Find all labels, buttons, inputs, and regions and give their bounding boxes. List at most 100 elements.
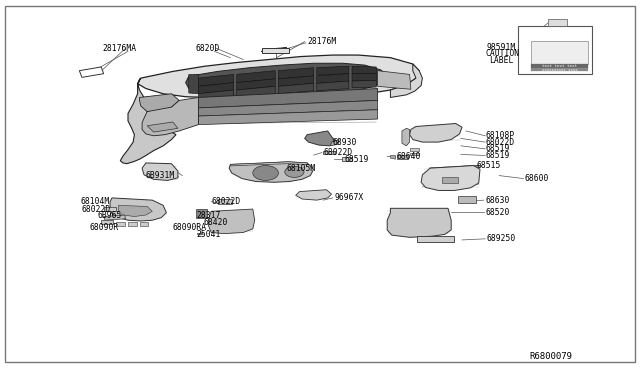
Bar (442, 177, 458, 183)
Polygon shape (79, 67, 104, 77)
Text: 68630: 68630 (485, 196, 509, 205)
Polygon shape (421, 166, 480, 190)
Text: 68108P: 68108P (485, 131, 515, 140)
Text: 28317: 28317 (196, 211, 221, 220)
Text: 68519: 68519 (485, 144, 509, 153)
Bar (417, 236, 454, 242)
Polygon shape (118, 205, 152, 217)
Polygon shape (209, 209, 255, 234)
Text: R6800079: R6800079 (529, 352, 572, 361)
Text: 68090RA: 68090RA (173, 223, 207, 232)
Polygon shape (278, 68, 314, 79)
Bar (262, 48, 289, 53)
Polygon shape (198, 110, 378, 125)
Polygon shape (317, 74, 349, 83)
Polygon shape (330, 140, 339, 146)
Polygon shape (317, 66, 349, 75)
Bar (104, 207, 116, 211)
Bar (101, 220, 113, 224)
Text: 68519: 68519 (344, 155, 369, 164)
Bar (548, 19, 567, 26)
Polygon shape (278, 76, 314, 86)
Polygon shape (186, 63, 387, 96)
Text: 6820D: 6820D (195, 44, 220, 53)
Text: 68420: 68420 (204, 218, 228, 227)
Text: 68515: 68515 (476, 161, 500, 170)
Text: 28176MA: 28176MA (102, 44, 136, 53)
Bar (218, 199, 232, 204)
Bar (518, 26, 592, 74)
Polygon shape (305, 131, 336, 146)
Polygon shape (229, 162, 314, 182)
Text: CAUTION: CAUTION (485, 49, 519, 58)
Text: 6B965: 6B965 (98, 211, 122, 220)
Polygon shape (142, 163, 178, 180)
Text: 68022D: 68022D (323, 148, 353, 157)
Bar (458, 196, 476, 203)
Polygon shape (147, 122, 178, 132)
Text: 6B931M: 6B931M (146, 171, 175, 180)
Polygon shape (352, 74, 376, 81)
Polygon shape (237, 86, 275, 97)
Polygon shape (261, 48, 287, 52)
Polygon shape (237, 79, 275, 90)
Text: 98591M: 98591M (486, 43, 516, 52)
Text: 68519: 68519 (485, 151, 509, 160)
Text: 689250: 689250 (486, 234, 516, 243)
Polygon shape (198, 90, 234, 100)
Text: 25041: 25041 (196, 230, 221, 239)
Text: xxxxxxxxxx xxxx: xxxxxxxxxx xxxx (541, 68, 577, 72)
Bar (323, 151, 335, 154)
Polygon shape (352, 66, 376, 74)
Polygon shape (140, 94, 179, 112)
Polygon shape (410, 124, 462, 142)
Text: 68600: 68600 (525, 174, 549, 183)
Circle shape (285, 166, 304, 177)
Polygon shape (278, 83, 314, 94)
Bar (397, 155, 408, 159)
Polygon shape (110, 198, 166, 221)
Polygon shape (198, 74, 234, 86)
Polygon shape (198, 83, 234, 94)
Polygon shape (390, 155, 396, 159)
Bar (531, 64, 588, 68)
Text: 68090R: 68090R (90, 223, 119, 232)
Circle shape (253, 166, 278, 180)
Bar (410, 148, 419, 151)
Text: LABEL: LABEL (490, 56, 514, 65)
Bar (196, 209, 207, 218)
Bar (116, 222, 125, 226)
Polygon shape (390, 64, 422, 97)
Polygon shape (120, 78, 176, 164)
Polygon shape (198, 89, 378, 108)
Polygon shape (317, 81, 349, 91)
Text: 68022D: 68022D (211, 197, 241, 206)
Polygon shape (230, 162, 307, 166)
Bar (531, 41, 588, 64)
Bar (128, 222, 137, 226)
Bar (140, 222, 148, 226)
Text: 68930: 68930 (333, 138, 357, 147)
Text: text text text: text text text (542, 64, 577, 68)
Bar (531, 68, 588, 71)
Polygon shape (296, 190, 332, 200)
Polygon shape (402, 128, 410, 146)
Text: 96967X: 96967X (334, 193, 364, 202)
Text: 68640: 68640 (397, 153, 421, 161)
Text: 68022D: 68022D (485, 138, 515, 147)
Polygon shape (352, 80, 376, 88)
Polygon shape (387, 208, 451, 237)
Text: 68104M: 68104M (81, 198, 110, 206)
Polygon shape (189, 74, 198, 94)
Polygon shape (142, 97, 198, 136)
Bar (342, 157, 352, 161)
Polygon shape (138, 55, 419, 97)
Text: 68022D: 68022D (82, 205, 111, 214)
Bar (410, 153, 419, 155)
Polygon shape (378, 71, 411, 89)
Polygon shape (197, 233, 204, 235)
Polygon shape (104, 215, 125, 220)
Polygon shape (237, 71, 275, 83)
Text: 68105M: 68105M (287, 164, 316, 173)
Text: 68520: 68520 (485, 208, 509, 217)
